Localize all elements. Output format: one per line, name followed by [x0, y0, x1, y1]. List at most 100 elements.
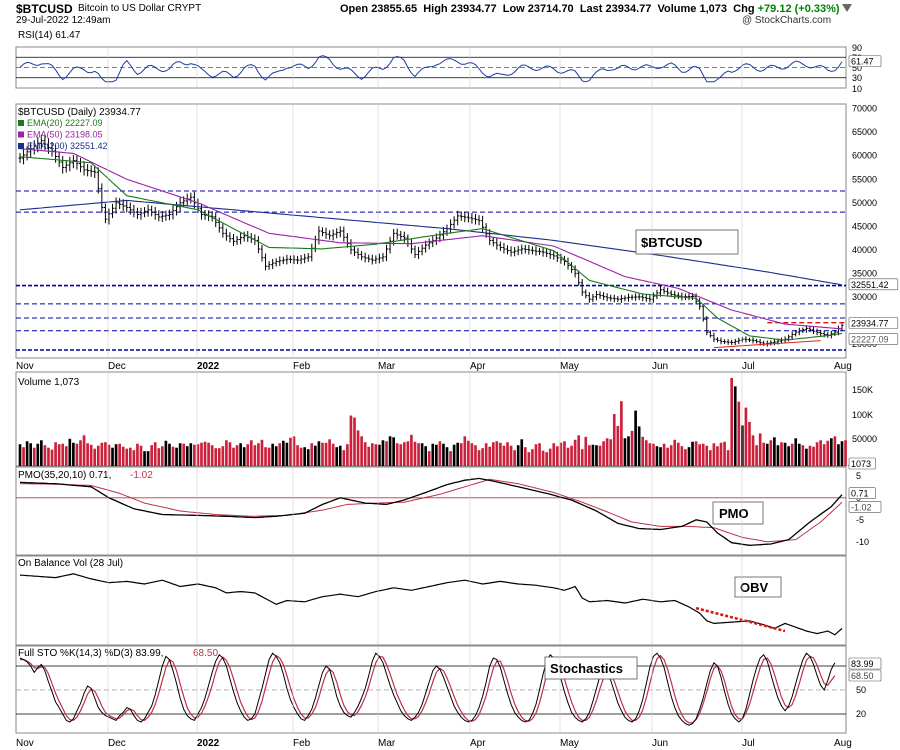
volume-bar	[153, 442, 157, 466]
volume-bar	[264, 447, 267, 466]
price-tick-label: 45000	[852, 221, 877, 231]
volume-bar	[748, 421, 751, 466]
volume-bar	[292, 436, 296, 466]
volume-bar	[161, 446, 164, 466]
volume-bar	[712, 443, 716, 466]
volume-bar	[57, 444, 61, 466]
volume-bar	[602, 441, 605, 466]
volume-bar	[837, 444, 840, 466]
volume-bar	[755, 445, 758, 466]
volume-bar	[374, 444, 378, 466]
volume-bar	[577, 435, 581, 466]
volume-bar	[239, 443, 242, 466]
high-value: 23934.77	[450, 3, 497, 15]
volume-bar	[228, 442, 232, 466]
stoch-tick-label: 50	[856, 685, 866, 695]
volume-bar	[812, 446, 815, 466]
volume-last-tag-box	[848, 457, 876, 470]
price-last-tag: 23934.77	[851, 318, 889, 328]
chart-date: 29-Jul-2022 12:49am	[16, 15, 111, 26]
volume-bar	[356, 430, 360, 466]
volume-bar	[114, 444, 118, 466]
pmo-annotation: PMO	[719, 506, 749, 521]
volume-bar	[395, 443, 399, 466]
volume-bar	[449, 451, 452, 466]
volume-bar	[118, 443, 121, 466]
high-label: High	[423, 3, 448, 15]
chg-label: Chg	[733, 3, 755, 15]
volume-bar	[193, 444, 196, 466]
volume-bar	[385, 441, 388, 466]
price-annotation-box	[635, 229, 739, 255]
volume-bar	[168, 443, 171, 466]
x-axis-label-bottom: Dec	[108, 738, 126, 749]
low-label: Low	[502, 3, 525, 15]
volume-bar	[29, 443, 33, 466]
legend-swatch	[18, 131, 24, 138]
volume-bar	[367, 446, 371, 466]
x-axis-label-bottom: Mar	[378, 738, 396, 749]
volume-bar	[794, 438, 798, 466]
price-tick-label: 60000	[852, 151, 877, 161]
price-legend-item: EMA(20) 22227.09	[27, 118, 103, 128]
volume-bar	[150, 445, 153, 466]
volume-bar	[363, 442, 367, 466]
volume-bar	[680, 446, 684, 466]
price-legend-item: EMA(50) 23198.05	[27, 130, 103, 140]
volume-bar	[559, 442, 563, 466]
volume-bar	[612, 414, 616, 466]
ema20-last-tag: 22227.09	[851, 334, 889, 344]
volume-bar	[773, 437, 776, 466]
volume-bar	[630, 430, 634, 466]
volume-bar	[413, 441, 417, 466]
symbol-title: $BTCUSD	[16, 2, 73, 16]
pmo-signal-line	[19, 478, 843, 543]
volume-bar	[555, 446, 559, 466]
x-axis-label-bottom: 2022	[197, 738, 220, 749]
volume-bar	[705, 445, 709, 466]
volume-bar	[588, 445, 591, 466]
price-tick-label: 70000	[852, 104, 877, 114]
x-axis-label-bottom: Jun	[652, 738, 668, 749]
pmo-panel-frame	[15, 466, 847, 556]
x-axis-label-top: Apr	[470, 361, 486, 372]
volume-bar	[591, 444, 595, 466]
volume-bar	[420, 443, 424, 466]
price-tick-label: 30000	[852, 292, 877, 302]
volume-bar	[424, 446, 427, 466]
volume-bar	[623, 438, 627, 466]
ema50-line	[19, 148, 843, 330]
chart-menu-arrow-icon[interactable]	[842, 4, 852, 12]
rsi-tick-label: 90	[852, 43, 862, 53]
volume-bar	[121, 446, 125, 466]
stoch-d-tag-box	[848, 669, 882, 682]
pmo-title: PMO(35,20,10) 0.71,	[18, 470, 111, 481]
volume-bar	[605, 438, 609, 466]
volume-bar	[22, 447, 25, 466]
pmo-tick-label: -5	[856, 515, 864, 525]
volume-bar	[435, 444, 438, 466]
open-value: 23855.65	[371, 3, 418, 15]
ema20-line	[19, 156, 843, 341]
volume-bar	[516, 445, 520, 466]
volume-bar	[281, 440, 285, 466]
volume-bar	[36, 443, 40, 466]
volume-bar	[210, 445, 214, 466]
volume-bar	[502, 445, 506, 466]
volume-bar	[178, 443, 182, 466]
volume-bar	[616, 425, 620, 466]
stoch-k-tag: 83.99	[851, 659, 874, 669]
volume-bar	[143, 451, 146, 466]
stoch-d-line	[20, 654, 836, 724]
volume-bar	[136, 443, 139, 466]
volume-bar	[214, 448, 218, 466]
volume-bar	[182, 443, 186, 466]
volume-bar	[716, 446, 719, 466]
volume-bar	[552, 443, 556, 466]
volume-bar	[335, 447, 339, 466]
volume-bar	[666, 447, 669, 466]
volume-bar	[257, 443, 260, 466]
volume-bar	[427, 451, 431, 466]
volume-bar	[82, 435, 86, 466]
rsi-last-tag-box	[848, 55, 882, 67]
